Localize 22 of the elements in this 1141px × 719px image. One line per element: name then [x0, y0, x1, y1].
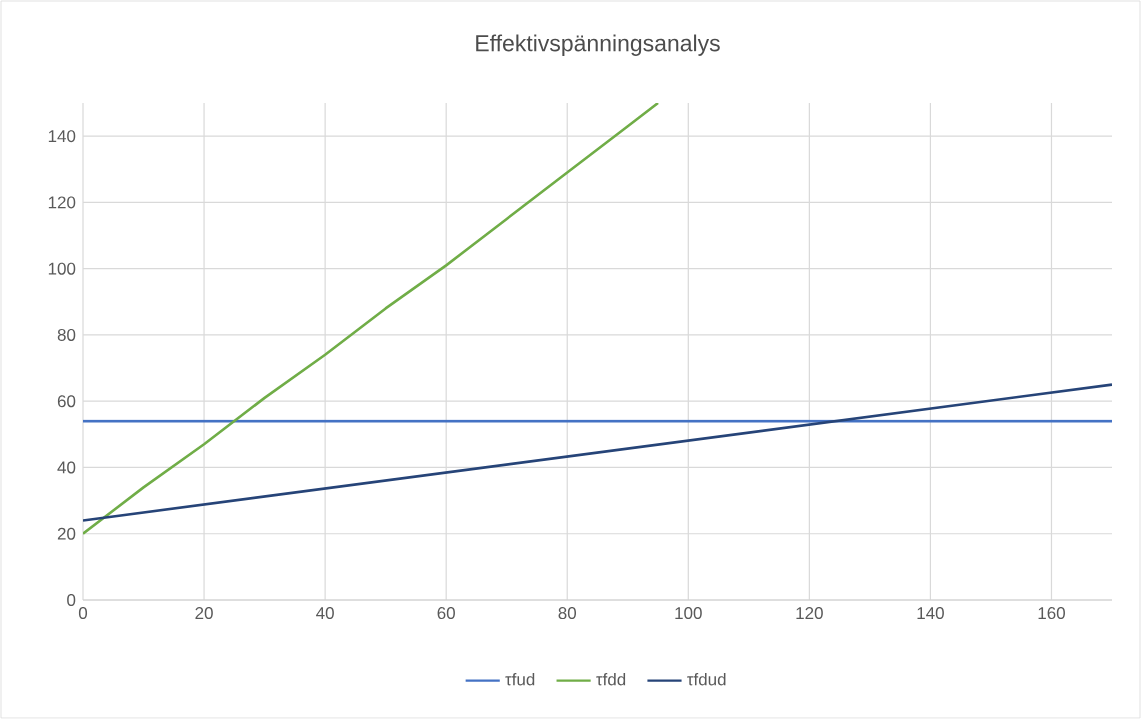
x-tick-label: 0	[78, 607, 88, 620]
chart-title: Effektivspänningsanalys	[476, 34, 720, 56]
x-tick-label: 120	[796, 607, 823, 620]
x-tick-label: 100	[675, 607, 702, 620]
y-tick-label: 140	[48, 130, 76, 143]
legend-label: τfdud	[687, 673, 726, 686]
line-series	[83, 103, 660, 536]
x-tick-label: 20	[195, 607, 213, 620]
y-tick-label: 100	[48, 262, 76, 275]
legend-label: τfdd	[596, 673, 626, 686]
legend-label: τfud	[505, 673, 535, 686]
x-tick-label: 40	[316, 607, 334, 620]
x-tick-label: 160	[1038, 607, 1065, 620]
y-tick-label: 0	[67, 594, 76, 607]
x-tick-label: 140	[917, 607, 944, 620]
y-tick-label: 80	[57, 328, 76, 341]
y-tick-label: 60	[57, 395, 76, 408]
y-tick-label: 20	[57, 527, 76, 540]
x-tick-label: 80	[558, 607, 577, 620]
x-tick-label: 60	[437, 607, 455, 620]
y-tick-label: 40	[57, 461, 76, 474]
y-tick-label: 120	[48, 196, 76, 209]
